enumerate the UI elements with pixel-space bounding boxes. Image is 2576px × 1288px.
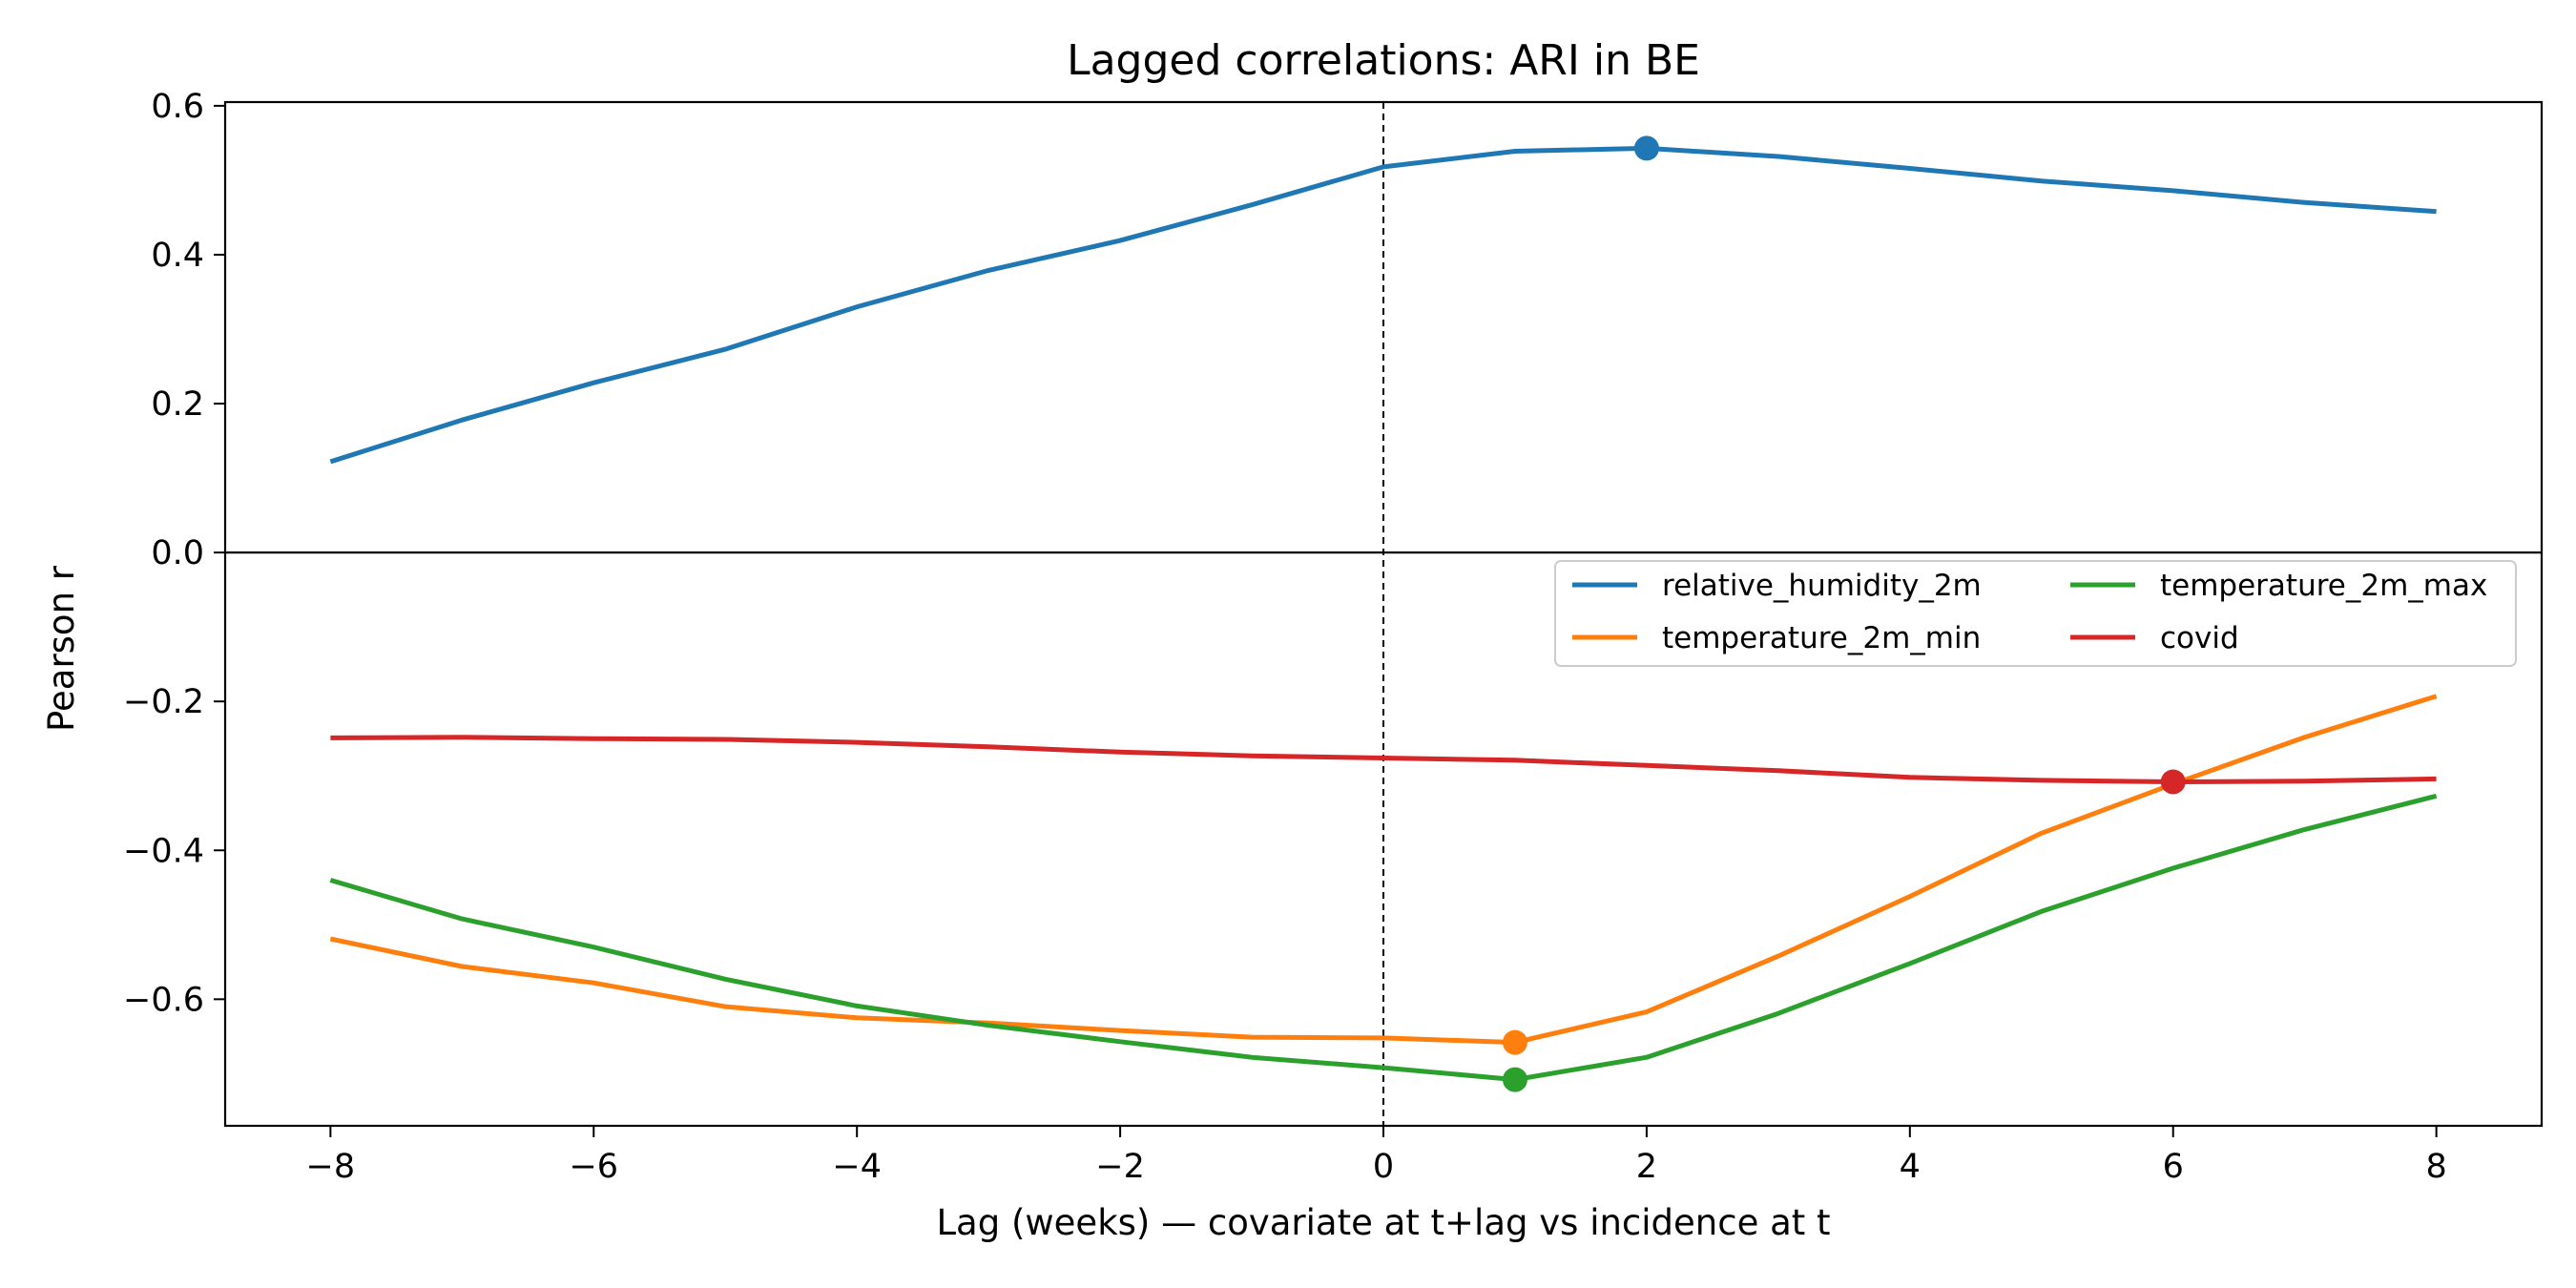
x-tick-label: −2 bbox=[1095, 1148, 1145, 1186]
legend: relative_humidity_2m temperature_2m_min te… bbox=[1554, 560, 2517, 667]
y-tick-label: 0.4 bbox=[151, 237, 204, 275]
peak-marker-temperature_2m_min bbox=[1502, 1029, 1527, 1055]
chart-title: Lagged correlations: ARI in BE bbox=[1067, 36, 1700, 85]
x-tick-label: 4 bbox=[1900, 1148, 1921, 1186]
series-line-temperature_2m_max bbox=[329, 793, 2438, 1083]
legend-label-covid: covid bbox=[2160, 621, 2239, 655]
legend-label-temperature_2m_max: temperature_2m_max bbox=[2160, 569, 2487, 603]
x-tick-label: −4 bbox=[832, 1148, 882, 1186]
peak-marker-temperature_2m_max bbox=[1502, 1067, 1527, 1092]
y-tick-label: −0.4 bbox=[123, 832, 204, 870]
x-tick-label: 6 bbox=[2163, 1148, 2184, 1186]
y-tick-label: −0.2 bbox=[123, 683, 204, 721]
y-tick-label: −0.6 bbox=[123, 981, 204, 1019]
x-axis-label: Lag (weeks) — covariate at t+lag vs inci… bbox=[936, 1202, 1830, 1243]
peak-marker-covid bbox=[2160, 769, 2186, 795]
y-tick-label: 0.6 bbox=[151, 88, 204, 126]
y-tick-label: 0.2 bbox=[151, 385, 204, 424]
x-tick-label: −8 bbox=[306, 1148, 356, 1186]
series-line-relative_humidity_2m bbox=[329, 145, 2437, 465]
series-line-covid bbox=[330, 735, 2437, 784]
legend-label-relative_humidity_2m: relative_humidity_2m bbox=[1662, 569, 1982, 603]
legend-label-temperature_2m_min: temperature_2m_min bbox=[1662, 621, 1981, 655]
series-line-temperature_2m_min bbox=[329, 694, 2438, 1046]
legend-box bbox=[1554, 560, 2517, 667]
plot-area: −8 −6 −4 −2 0 2 4 6 8 0.6 0.4 0.2 0.0 −0.2 −0.4 −0.6 bbox=[123, 88, 2544, 1186]
x-tick-label: 2 bbox=[1636, 1148, 1657, 1186]
y-axis-label: Pearson r bbox=[41, 565, 82, 732]
y-tick-label: 0.0 bbox=[151, 534, 204, 572]
peak-marker-relative_humidity_2m bbox=[1633, 135, 1659, 161]
x-tick-label: −6 bbox=[569, 1148, 618, 1186]
x-tick-label: 8 bbox=[2425, 1148, 2446, 1186]
x-tick-label: 0 bbox=[1373, 1148, 1394, 1186]
